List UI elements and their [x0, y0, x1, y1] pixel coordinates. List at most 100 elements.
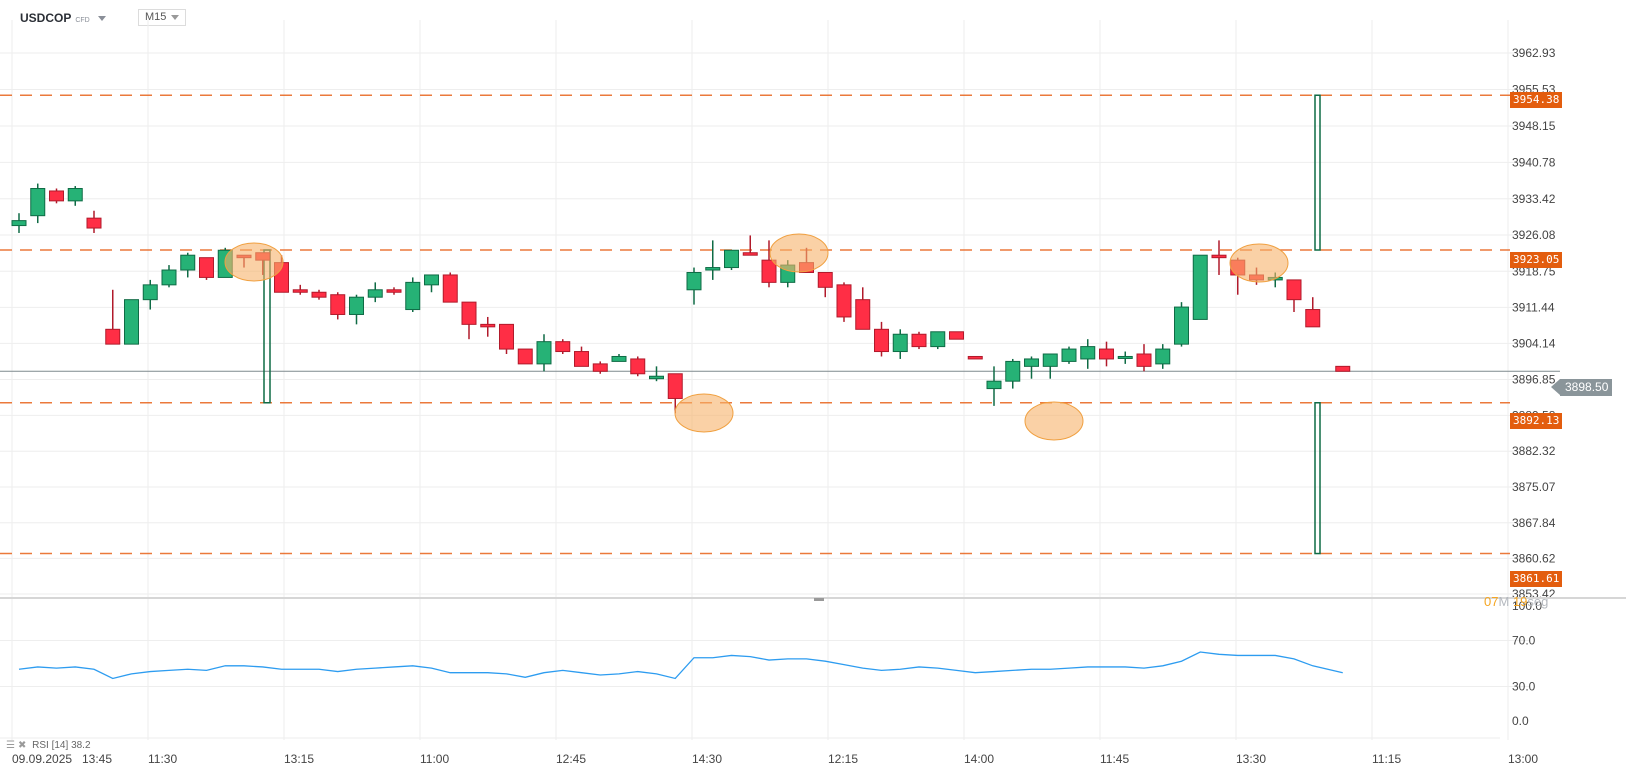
- symbol-name: USDCOP: [20, 11, 72, 25]
- candle-bearish[interactable]: [761, 259, 777, 283]
- close-icon[interactable]: ✖: [17, 740, 27, 751]
- candle-bearish[interactable]: [517, 348, 533, 365]
- time-label: 14:00: [964, 752, 995, 766]
- candle-bullish[interactable]: [424, 274, 439, 286]
- candle-bearish[interactable]: [86, 217, 102, 229]
- candle-bearish[interactable]: [386, 289, 402, 293]
- candle-bullish[interactable]: [67, 188, 83, 202]
- candle-bullish[interactable]: [686, 271, 702, 291]
- price-axis-label: 3948.15: [1512, 119, 1556, 133]
- candle-bullish[interactable]: [161, 269, 177, 286]
- candle-bearish[interactable]: [855, 299, 871, 330]
- candle-bearish[interactable]: [499, 323, 514, 350]
- candle-bullish[interactable]: [405, 281, 421, 311]
- candle-bullish[interactable]: [1192, 254, 1208, 320]
- rsi-legend: ☰ ✖ RSI [14] 38.2: [6, 740, 91, 751]
- candle-bearish[interactable]: [911, 333, 927, 348]
- candle-bullish[interactable]: [930, 331, 946, 348]
- candle-bullish[interactable]: [986, 380, 1002, 390]
- candle-bullish[interactable]: [724, 249, 739, 269]
- candle-bearish[interactable]: [742, 252, 758, 256]
- time-label: 11:45: [1100, 752, 1130, 766]
- candle-bearish[interactable]: [49, 190, 64, 202]
- candle-bearish[interactable]: [574, 351, 589, 367]
- candle-bearish[interactable]: [874, 328, 889, 353]
- highlight-ellipse[interactable]: [674, 393, 734, 433]
- candle-bearish[interactable]: [330, 294, 346, 315]
- level-tag-2[interactable]: 3923.05: [1510, 252, 1563, 268]
- candle-bullish[interactable]: [11, 220, 27, 227]
- candle-bearish[interactable]: [292, 289, 308, 293]
- candle-bullish[interactable]: [892, 333, 908, 353]
- candle-bearish[interactable]: [630, 358, 646, 375]
- level-tag-3[interactable]: 3892.13: [1510, 413, 1563, 429]
- time-label: 13:45: [82, 752, 113, 766]
- time-label: 09.09.2025: [12, 752, 73, 766]
- highlight-ellipse[interactable]: [769, 233, 829, 273]
- timeframe-selector[interactable]: M15: [138, 9, 187, 26]
- time-label: 11:00: [420, 752, 450, 766]
- candle-bullish[interactable]: [367, 289, 383, 298]
- price-axis-label: 3882.32: [1512, 444, 1556, 458]
- candle-bullish[interactable]: [1155, 348, 1171, 365]
- price-axis-label: 3867.84: [1512, 516, 1556, 530]
- candle-bullish[interactable]: [180, 254, 196, 271]
- countdown-seconds: 19: [1512, 594, 1528, 609]
- candle-bullish[interactable]: [1005, 360, 1021, 382]
- candle-bearish[interactable]: [592, 363, 608, 372]
- candle-bullish[interactable]: [705, 267, 721, 271]
- candle-bearish[interactable]: [1286, 279, 1302, 301]
- candle-bullish[interactable]: [1117, 355, 1133, 359]
- candle-bearish[interactable]: [967, 355, 983, 360]
- highlight-ellipse[interactable]: [224, 242, 284, 282]
- candle-bearish[interactable]: [949, 331, 964, 340]
- candle-bearish[interactable]: [555, 341, 571, 353]
- candle-bullish[interactable]: [1080, 346, 1096, 360]
- candle-bullish[interactable]: [142, 284, 158, 301]
- candle-bullish[interactable]: [649, 375, 664, 380]
- candle-bearish[interactable]: [1305, 309, 1321, 328]
- level-tag-1[interactable]: 3954.38: [1510, 92, 1563, 108]
- candle-bullish[interactable]: [1061, 348, 1077, 362]
- time-label: 11:30: [148, 752, 178, 766]
- candle-bearish[interactable]: [1136, 353, 1152, 367]
- price-axis-label: 3860.62: [1512, 551, 1556, 565]
- highlight-ellipse[interactable]: [1024, 401, 1084, 441]
- candle-bearish[interactable]: [1211, 254, 1227, 259]
- candle-bearish[interactable]: [461, 301, 477, 325]
- pane-resize-handle[interactable]: [814, 598, 824, 601]
- candle-bullish[interactable]: [349, 296, 364, 315]
- candle-bullish[interactable]: [1042, 353, 1058, 367]
- time-label: 14:30: [692, 752, 723, 766]
- candle-bullish[interactable]: [536, 341, 552, 365]
- time-label: 13:30: [1236, 752, 1267, 766]
- candle-bullish[interactable]: [30, 188, 46, 217]
- symbol-selector[interactable]: USDCOP CFD: [20, 11, 106, 25]
- chevron-down-icon: [97, 16, 106, 22]
- level-tag-4[interactable]: 3861.61: [1510, 571, 1563, 587]
- candle-bearish[interactable]: [442, 274, 458, 303]
- rsi-axis-label: 0.0: [1512, 714, 1529, 728]
- countdown-seconds-unit: seg: [1527, 594, 1549, 609]
- candle-bullish[interactable]: [124, 299, 139, 345]
- candle-bearish[interactable]: [817, 271, 833, 288]
- candle-bearish[interactable]: [105, 328, 121, 345]
- highlight-ellipse[interactable]: [1229, 243, 1289, 283]
- candle-bullish[interactable]: [611, 355, 627, 362]
- candle-bearish[interactable]: [836, 284, 852, 318]
- candle-bearish[interactable]: [199, 257, 214, 278]
- candle-bearish[interactable]: [667, 373, 683, 399]
- candle-bearish[interactable]: [480, 323, 496, 328]
- current-price-tag: 3898.50: [1550, 379, 1613, 396]
- candle-bearish[interactable]: [1335, 365, 1351, 372]
- timeframe-label: M15: [145, 11, 167, 23]
- settings-icon[interactable]: ☰: [6, 740, 15, 751]
- range-marker[interactable]: [1314, 94, 1321, 251]
- price-axis-label: 3904.14: [1512, 336, 1556, 350]
- candle-bullish[interactable]: [1024, 358, 1039, 367]
- candle-bearish[interactable]: [1099, 348, 1114, 360]
- candle-bearish[interactable]: [311, 291, 327, 298]
- candle-bullish[interactable]: [1174, 306, 1189, 345]
- range-marker[interactable]: [1314, 402, 1321, 555]
